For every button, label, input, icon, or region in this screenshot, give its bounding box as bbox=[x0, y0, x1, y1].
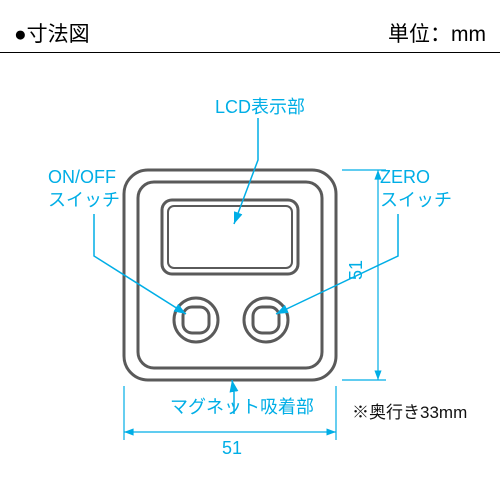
dim-height-value: 51 bbox=[346, 260, 366, 280]
dim-width-value: 51 bbox=[222, 438, 242, 458]
dim-width bbox=[124, 386, 336, 440]
diagram-svg: 51 51 bbox=[0, 0, 500, 500]
device-drawing bbox=[124, 170, 336, 380]
